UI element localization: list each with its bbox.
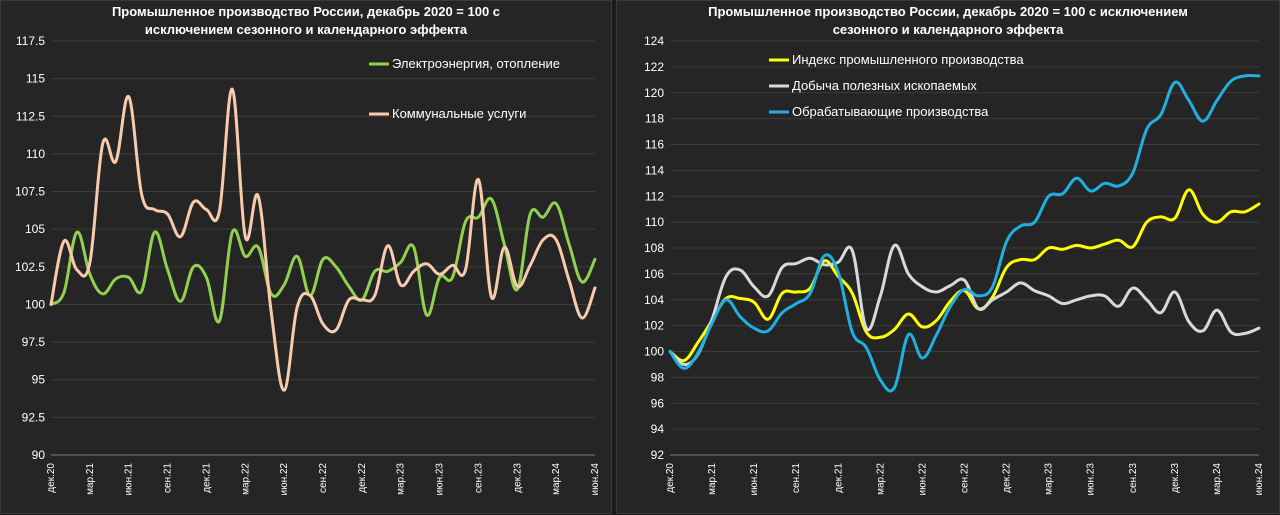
y-tick-label: 106 (644, 267, 664, 281)
x-tick-label: июн.22 (917, 463, 928, 496)
right-chart-panel: Промышленное производство России, декабр… (616, 0, 1280, 514)
x-tick-label: дек.22 (1002, 463, 1013, 493)
series-line (668, 74, 1261, 393)
chart-title: Промышленное производство России, декабр… (1, 3, 611, 39)
y-tick-label: 92 (651, 448, 665, 462)
x-tick-label: сен.21 (163, 463, 174, 493)
x-tick-label: мар.21 (85, 463, 96, 495)
y-tick-label: 95 (32, 373, 46, 387)
chart-title-line-1: Промышленное производство России, декабр… (111, 4, 501, 19)
legend-label: Обрабатывающие производства (792, 104, 989, 119)
y-tick-label: 112.5 (16, 109, 45, 123)
series-line (49, 196, 597, 324)
y-tick-label: 114 (645, 163, 664, 177)
y-tick-label: 97.5 (22, 335, 46, 349)
x-tick-label: июн.22 (279, 463, 290, 496)
series-line (49, 87, 597, 392)
y-tick-label: 115 (26, 72, 45, 86)
y-tick-label: 110 (645, 215, 664, 229)
x-tick-label: июн.23 (1086, 463, 1097, 496)
y-tick-label: 104 (644, 293, 664, 307)
y-tick-label: 108 (644, 241, 664, 255)
chart-title-line-1: Промышленное производство России, декабр… (708, 4, 1188, 19)
chart-title-line-2: сезонного и календарного эффекта (832, 22, 1064, 37)
chart-plot-area: 90 92.5 95 97.5 100 102.5 105 107.5 110 112.5 115 1… (15, 34, 601, 496)
y-tick-label: 94 (651, 422, 665, 436)
y-tick-label: 122 (644, 60, 664, 74)
x-tick-label: июн.24 (1254, 463, 1265, 496)
y-tick-label: 120 (644, 86, 664, 100)
x-tick-label: мар.23 (1044, 463, 1055, 495)
x-tick-label: июн.21 (749, 463, 760, 496)
legend-label: Индекс промышленного производства (792, 52, 1024, 67)
y-tick-label: 107.5 (15, 185, 45, 199)
chart-title: Промышленное производство России, декабр… (617, 3, 1279, 39)
x-tick-label: дек.23 (1170, 463, 1181, 493)
y-tick-label: 100 (25, 297, 45, 311)
x-tick-label: мар.24 (551, 463, 562, 495)
legend-label: Электроэнергия, отопление (392, 56, 560, 71)
y-tick-label: 117.5 (16, 34, 45, 48)
y-tick-label: 102.5 (15, 260, 45, 274)
x-tick-label: мар.23 (396, 463, 407, 495)
x-tick-label: сен.22 (960, 463, 971, 493)
y-tick-label: 118 (645, 112, 664, 126)
x-tick-label: мар.22 (240, 463, 251, 495)
x-tick-label: мар.21 (707, 463, 718, 495)
y-tick-label: 116 (645, 138, 664, 152)
y-tick-label: 102 (644, 319, 664, 333)
x-tick-label: дек.21 (201, 463, 212, 493)
x-tick-label: сен.23 (1128, 463, 1139, 493)
x-tick-label: дек.23 (512, 463, 523, 493)
chart-plot-area: 92 94 96 98 100 102 104 106 108 110 112 114 116 118 12… (644, 34, 1265, 496)
x-tick-label: июн.24 (590, 463, 601, 496)
series-line (668, 188, 1261, 363)
y-tick-label: 112 (645, 189, 664, 203)
legend-label: Коммунальные услуги (392, 106, 526, 121)
legend-label: Добыча полезных ископаемых (792, 78, 977, 93)
y-tick-label: 110 (26, 147, 45, 161)
x-tick-label: дек.21 (833, 463, 844, 493)
y-tick-label: 98 (651, 370, 665, 384)
x-tick-label: сен.23 (473, 463, 484, 493)
x-tick-label: сен.21 (791, 463, 802, 493)
y-tick-label: 124 (644, 34, 664, 48)
y-tick-label: 100 (644, 345, 664, 359)
x-tick-label: мар.24 (1212, 463, 1223, 495)
x-tick-label: дек.22 (357, 463, 368, 493)
x-tick-label: дек.20 (46, 463, 57, 493)
y-tick-label: 92.5 (22, 410, 46, 424)
y-tick-label: 105 (25, 222, 45, 236)
x-tick-label: июн.21 (124, 463, 135, 496)
x-tick-label: мар.22 (875, 463, 886, 495)
y-tick-label: 90 (32, 448, 46, 462)
chart-title-line-2: исключением сезонного и календарного эфф… (144, 22, 468, 37)
x-tick-label: июн.23 (435, 463, 446, 496)
y-tick-label: 96 (651, 396, 665, 410)
x-tick-label: сен.22 (318, 463, 329, 493)
series-line (668, 243, 1261, 366)
left-chart-panel: Промышленное производство России, декабр… (0, 0, 612, 514)
x-tick-label: дек.20 (665, 463, 676, 493)
